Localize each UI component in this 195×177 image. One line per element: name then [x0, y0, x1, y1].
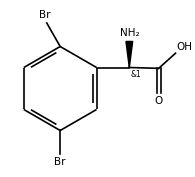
Text: &1: &1 [131, 70, 141, 79]
Text: Br: Br [39, 10, 51, 20]
Text: O: O [155, 96, 163, 106]
Polygon shape [126, 41, 133, 67]
Text: NH₂: NH₂ [120, 28, 139, 38]
Text: OH: OH [176, 42, 192, 52]
Text: Br: Br [54, 157, 66, 167]
